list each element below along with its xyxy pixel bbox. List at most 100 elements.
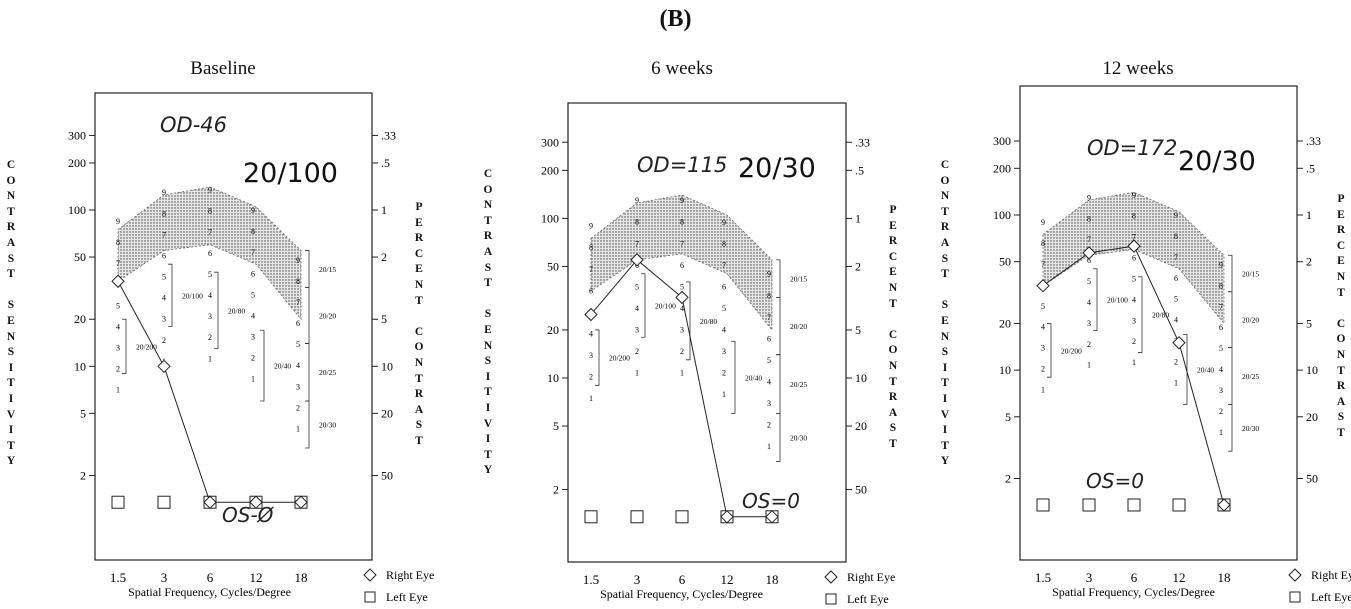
acuity-bracket bbox=[686, 281, 691, 361]
grade-level: 2 bbox=[208, 333, 212, 342]
right-eye-point bbox=[294, 495, 308, 509]
x-tick-label: 6 bbox=[679, 572, 686, 587]
left-eye-point bbox=[157, 495, 171, 509]
legend-diamond-icon bbox=[1288, 568, 1302, 582]
right-axis-label-3: P E R C E N T C O N T R A S T bbox=[1336, 193, 1346, 439]
od-note: OD=172 bbox=[1087, 136, 1177, 160]
x-tick-label: 18 bbox=[766, 572, 779, 587]
grade-level: 8 bbox=[1087, 214, 1091, 223]
x-tick-label: 1.5 bbox=[1035, 570, 1051, 585]
legend-square-icon bbox=[1289, 591, 1301, 603]
acuity-equivalent-label: 20/15 bbox=[319, 265, 336, 274]
x-tick-label: 6 bbox=[207, 570, 214, 585]
grade-level: 3 bbox=[296, 382, 300, 391]
grade-level: 8 bbox=[1174, 232, 1178, 241]
grade-level: 3 bbox=[1087, 319, 1091, 328]
grade-level: 6 bbox=[1219, 323, 1223, 332]
grade-level: 8 bbox=[1132, 212, 1136, 221]
grade-level: 7 bbox=[722, 261, 726, 270]
grade-level: 4 bbox=[1087, 298, 1091, 307]
grade-level: 1 bbox=[251, 375, 255, 384]
y-right-tick-label: 2 bbox=[1306, 255, 1312, 269]
left-eye-point bbox=[203, 495, 217, 509]
grade-level: 7 bbox=[251, 248, 255, 257]
grade-level: 5 bbox=[1132, 274, 1136, 283]
grade-level: 4 bbox=[1132, 295, 1136, 304]
grade-level: 1 bbox=[1041, 385, 1045, 394]
grade-level: 7 bbox=[1132, 233, 1136, 242]
y-right-tick-label: 1 bbox=[381, 203, 387, 217]
y-tick-label: 100 bbox=[68, 203, 86, 217]
grade-level: 5 bbox=[1174, 295, 1178, 304]
left-eye-point bbox=[765, 510, 779, 524]
grade-level: 1 bbox=[767, 442, 771, 451]
grade-level: 3 bbox=[162, 315, 166, 324]
y-right-tick-label: 20 bbox=[381, 406, 393, 420]
grade-level: 4 bbox=[635, 304, 639, 313]
grade-level: 1 bbox=[1087, 361, 1091, 370]
acuity-bracket bbox=[776, 296, 781, 356]
grade-level: 5 bbox=[1219, 344, 1223, 353]
y-tick-label: 2 bbox=[553, 483, 559, 497]
legend-square-icon bbox=[364, 591, 376, 603]
grade-level: 1 bbox=[208, 354, 212, 363]
panel-title-12-weeks: 12 weeks bbox=[1102, 58, 1174, 79]
chart-panel-3: 25102050100200300.33.5125102050987654321… bbox=[993, 85, 1351, 604]
grade-level: 4 bbox=[1041, 323, 1045, 332]
acuity-bracket bbox=[305, 250, 310, 288]
y-right-tick-label: 1 bbox=[1306, 208, 1312, 222]
grade-level: 1 bbox=[589, 394, 593, 403]
x-tick-label: 18 bbox=[295, 570, 308, 585]
grade-level: 8 bbox=[680, 218, 684, 227]
acuity-bracket bbox=[1138, 276, 1143, 353]
grade-level: 3 bbox=[208, 312, 212, 321]
y-tick-label: 2 bbox=[1005, 472, 1011, 486]
x-tick-label: 12 bbox=[1173, 570, 1186, 585]
grade-level: 2 bbox=[635, 347, 639, 356]
right-eye-point bbox=[1127, 239, 1141, 253]
y-right-tick-label: 2 bbox=[381, 250, 387, 264]
left-eye-point bbox=[294, 495, 308, 509]
right-eye-point bbox=[203, 495, 217, 509]
left-eye-point bbox=[675, 510, 689, 524]
y-right-tick-label: 5 bbox=[855, 323, 861, 337]
acuity-equivalent-label: 20/100 bbox=[655, 302, 676, 311]
acuity-bracket bbox=[1228, 291, 1233, 348]
grade-level: 8 bbox=[208, 207, 212, 216]
grade-level: 8 bbox=[722, 239, 726, 248]
acuity-equivalent-label: 20/100 bbox=[182, 291, 203, 300]
right-eye-point bbox=[720, 510, 734, 524]
grade-level: 3 bbox=[1219, 386, 1223, 395]
x-tick-label: 12 bbox=[721, 572, 734, 587]
right-eye-point bbox=[675, 290, 689, 305]
grade-level: 2 bbox=[162, 336, 166, 345]
grade-level: 1 bbox=[722, 390, 726, 399]
grade-level: 1 bbox=[1219, 428, 1223, 437]
grade-level: 9 bbox=[208, 186, 212, 195]
grade-level: 6 bbox=[589, 286, 593, 295]
grade-level: 9 bbox=[162, 188, 166, 197]
grade-level: 1 bbox=[296, 424, 300, 433]
acuity-equivalent-label: 20/30 bbox=[790, 433, 807, 442]
left-axis-label-2: C O N T R A S T S E N S I T I V I T Y bbox=[483, 168, 493, 477]
grade-level: 7 bbox=[589, 265, 593, 274]
grade-level: 4 bbox=[1174, 316, 1178, 325]
grade-level: 9 bbox=[1219, 260, 1223, 269]
grade-level: 5 bbox=[162, 273, 166, 282]
y-right-tick-label: 50 bbox=[855, 483, 867, 497]
grade-level: 4 bbox=[251, 311, 255, 320]
legend-right-eye-label: Right Eye bbox=[1311, 568, 1351, 582]
grade-level: 2 bbox=[722, 369, 726, 378]
grade-level: 7 bbox=[1219, 302, 1223, 311]
grade-level: 7 bbox=[680, 239, 684, 248]
legend-diamond-icon bbox=[363, 568, 377, 582]
acuity-bracket bbox=[1093, 268, 1098, 331]
acuity-bracket bbox=[168, 263, 173, 327]
left-eye-point bbox=[1127, 498, 1141, 512]
x-tick-label: 1.5 bbox=[110, 570, 126, 585]
grade-level: 5 bbox=[767, 356, 771, 365]
grade-level: 5 bbox=[208, 270, 212, 279]
y-tick-label: 5 bbox=[80, 406, 86, 420]
os-note: OS-Ø bbox=[222, 503, 275, 527]
acuity-equivalent-label: 20/25 bbox=[790, 380, 807, 389]
